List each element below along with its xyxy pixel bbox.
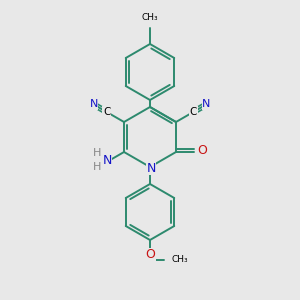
Text: N: N [89, 99, 98, 109]
Text: CH₃: CH₃ [142, 13, 158, 22]
Text: N: N [102, 154, 112, 166]
Text: H: H [93, 162, 101, 172]
Text: CH₃: CH₃ [172, 256, 189, 265]
Text: C: C [103, 107, 110, 117]
Text: N: N [202, 99, 211, 109]
Text: C: C [190, 107, 197, 117]
Text: H: H [93, 148, 101, 158]
Text: O: O [145, 248, 155, 262]
Text: N: N [146, 161, 156, 175]
Text: O: O [197, 145, 207, 158]
